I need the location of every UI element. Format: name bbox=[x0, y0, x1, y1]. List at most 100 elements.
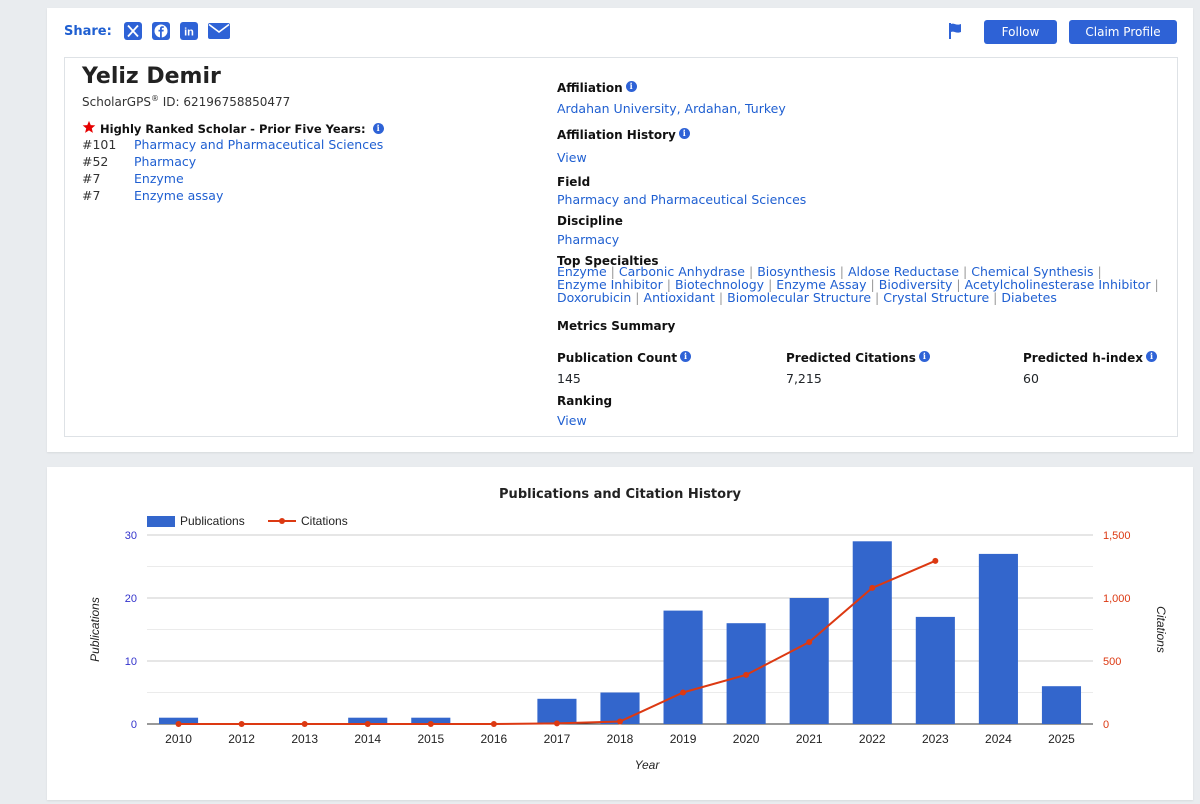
separator: | bbox=[870, 277, 875, 292]
info-icon[interactable]: i bbox=[918, 351, 930, 362]
top-specialties-label: Top Specialties bbox=[557, 254, 659, 268]
separator: | bbox=[963, 264, 968, 279]
profile-details: Yeliz Demir ScholarGPS® ID: 621967588504… bbox=[64, 57, 1178, 437]
registered-mark: ® bbox=[150, 94, 159, 103]
specialty-link[interactable]: Antioxidant bbox=[643, 290, 715, 305]
affiliation-history-view-link[interactable]: View bbox=[557, 150, 587, 165]
ranking-field-link[interactable]: Pharmacy and Pharmaceutical Sciences bbox=[134, 137, 384, 152]
ranking-field-link[interactable]: Enzyme bbox=[134, 171, 184, 186]
ranking-label: Ranking bbox=[557, 394, 613, 408]
publication-bar[interactable] bbox=[348, 717, 388, 724]
citation-point[interactable] bbox=[364, 721, 371, 727]
email-icon[interactable] bbox=[206, 21, 232, 41]
specialty-link[interactable]: Crystal Structure bbox=[883, 290, 990, 305]
specialty-link[interactable]: Acetylcholinesterase Inhibitor bbox=[964, 277, 1151, 292]
citation-point[interactable] bbox=[869, 584, 876, 591]
info-icon[interactable]: i bbox=[1145, 351, 1157, 362]
ranking-number: #7 bbox=[82, 171, 101, 186]
publication-bar[interactable] bbox=[158, 717, 199, 724]
ranking-field-link[interactable]: Pharmacy bbox=[134, 154, 197, 169]
publication-bar[interactable] bbox=[411, 717, 451, 724]
publication-bar[interactable] bbox=[789, 598, 829, 724]
info-icon[interactable]: i bbox=[625, 81, 637, 92]
citation-point[interactable] bbox=[932, 557, 939, 564]
ranking-view-link[interactable]: View bbox=[557, 413, 587, 428]
ranking-field-link[interactable]: Enzyme assay bbox=[134, 188, 224, 203]
affiliation-label: Affiliation bbox=[557, 81, 623, 95]
info-icon[interactable]: i bbox=[678, 128, 690, 139]
publication-bar[interactable] bbox=[537, 698, 577, 724]
discipline-label: Discipline bbox=[557, 214, 623, 228]
separator: | bbox=[635, 290, 640, 305]
specialty-link[interactable]: Enzyme Assay bbox=[776, 277, 867, 292]
follow-button[interactable]: Follow bbox=[984, 20, 1057, 44]
flag-icon[interactable] bbox=[947, 22, 965, 40]
specialty-link[interactable]: Biotechnology bbox=[674, 277, 765, 292]
specialty-link[interactable]: Biomolecular Structure bbox=[727, 290, 872, 305]
ranking-number: #7 bbox=[82, 188, 101, 203]
x-tick-label: 2013 bbox=[291, 732, 318, 746]
specialty-link[interactable]: Carbonic Anhydrase bbox=[618, 264, 745, 279]
x-tick-label: 2016 bbox=[481, 732, 508, 746]
predicted-hindex-label: Predicted h-index bbox=[1023, 351, 1143, 365]
specialty-link[interactable]: Enzyme Inhibitor bbox=[557, 277, 663, 292]
publication-bar[interactable] bbox=[915, 616, 955, 724]
citation-point[interactable] bbox=[175, 721, 182, 727]
ranking-row: #101 Pharmacy and Pharmaceutical Sciences bbox=[82, 137, 383, 154]
citation-point[interactable] bbox=[427, 721, 434, 727]
y-tick-label: 20 bbox=[125, 593, 137, 605]
publication-bar[interactable] bbox=[1041, 686, 1082, 724]
citation-point[interactable] bbox=[680, 689, 687, 696]
x-twitter-icon[interactable] bbox=[122, 21, 144, 41]
y-tick-label: 30 bbox=[125, 530, 137, 542]
citation-point[interactable] bbox=[743, 671, 750, 678]
citation-point[interactable] bbox=[490, 721, 497, 727]
specialty-link[interactable]: Aldose Reductase bbox=[847, 264, 960, 279]
share-label: Share: bbox=[64, 23, 112, 39]
specialties-line: Doxorubicin | Antioxidant | Biomolecular Str… bbox=[557, 290, 1057, 305]
affiliation-heading: Affiliation i bbox=[557, 81, 637, 95]
publication-bar[interactable] bbox=[852, 541, 892, 724]
specialty-link[interactable]: Doxorubicin bbox=[557, 290, 632, 305]
citation-point[interactable] bbox=[806, 639, 813, 646]
specialty-link[interactable]: Chemical Synthesis bbox=[971, 264, 1094, 279]
separator: | bbox=[718, 290, 724, 305]
publication-count-value: 145 bbox=[557, 371, 581, 386]
citation-point[interactable] bbox=[238, 721, 245, 727]
x-tick-label: 2024 bbox=[985, 732, 1012, 746]
separator: | bbox=[610, 264, 615, 279]
x-tick-label: 2021 bbox=[796, 732, 823, 746]
specialty-link[interactable]: Enzyme bbox=[557, 264, 607, 279]
x-tick-label: 2010 bbox=[165, 732, 192, 746]
separator: | bbox=[748, 264, 754, 279]
publication-bar[interactable] bbox=[663, 610, 703, 724]
linkedin-icon[interactable]: in bbox=[178, 21, 200, 41]
profile-card: Share: in Follow Claim Profile Yeliz Dem… bbox=[47, 8, 1193, 452]
specialty-link[interactable]: Biodiversity bbox=[878, 277, 953, 292]
publication-bar[interactable] bbox=[978, 553, 1018, 724]
y-tick-label: 0 bbox=[131, 719, 137, 731]
specialty-link[interactable]: Biosynthesis bbox=[757, 264, 836, 279]
affiliation-link[interactable]: Ardahan University, Ardahan, Turkey bbox=[557, 101, 786, 116]
share-bar: Share: in bbox=[64, 21, 232, 41]
citation-point[interactable] bbox=[553, 720, 560, 727]
citation-point[interactable] bbox=[301, 721, 308, 727]
legend-citations-label[interactable]: Citations bbox=[301, 514, 348, 528]
legend-publications-label[interactable]: Publications bbox=[180, 514, 245, 528]
highly-ranked-label: Highly Ranked Scholar - Prior Five Years… bbox=[100, 121, 366, 136]
ranking-number: #101 bbox=[82, 137, 117, 152]
y2-tick-label: 1,500 bbox=[1103, 530, 1131, 542]
claim-profile-button[interactable]: Claim Profile bbox=[1069, 20, 1177, 44]
separator: | bbox=[1097, 264, 1102, 279]
star-icon bbox=[82, 120, 96, 137]
info-icon[interactable]: i bbox=[372, 123, 384, 134]
specialties-line: Enzyme | Carbonic Anhydrase | Biosynthesis | A… bbox=[557, 264, 1106, 279]
discipline-link[interactable]: Pharmacy bbox=[557, 232, 620, 247]
predicted-hindex-value: 60 bbox=[1023, 371, 1039, 386]
specialty-link[interactable]: Diabetes bbox=[1001, 290, 1057, 305]
field-link[interactable]: Pharmacy and Pharmaceutical Sciences bbox=[557, 192, 807, 207]
info-icon[interactable]: i bbox=[680, 351, 692, 362]
citation-point[interactable] bbox=[617, 718, 623, 725]
facebook-icon[interactable] bbox=[150, 21, 172, 41]
svg-text:in: in bbox=[184, 27, 194, 39]
